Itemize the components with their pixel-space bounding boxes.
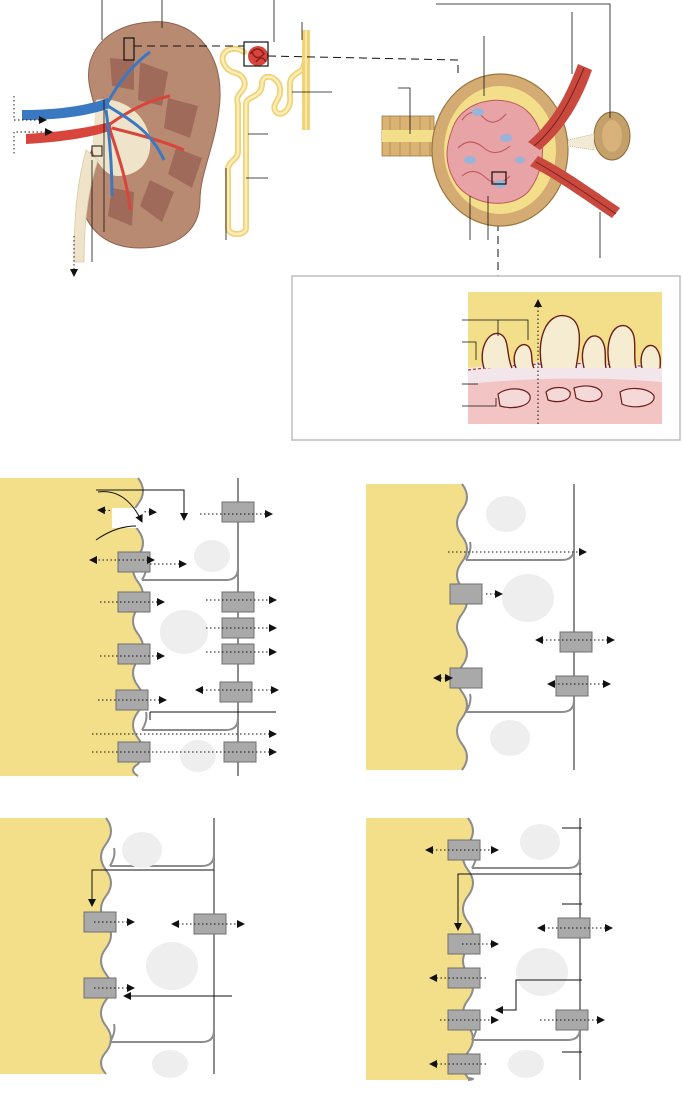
junction-curve xyxy=(465,541,472,561)
renal-vein-branch xyxy=(104,109,114,197)
nephron xyxy=(219,30,310,237)
tight-junction xyxy=(142,567,239,581)
transporter-box-icon xyxy=(447,933,481,955)
leader-line xyxy=(88,869,214,907)
transporter-box-icon xyxy=(559,631,593,653)
renal-corpuscle xyxy=(381,64,631,227)
tight-junction xyxy=(110,1029,215,1043)
tight-junction xyxy=(110,853,215,867)
nucleus-icon xyxy=(516,948,568,996)
transporter-box-icon xyxy=(219,681,253,703)
tubule-lumen xyxy=(382,130,434,142)
junction-curve xyxy=(109,847,116,867)
tubule-lumen xyxy=(366,818,473,1080)
transporter-box-icon xyxy=(117,741,151,763)
label-gap xyxy=(112,508,142,528)
renal-vein-branch xyxy=(107,104,166,161)
renal-artery-branch xyxy=(109,94,171,126)
filtration-barrier-inset xyxy=(291,275,681,441)
filtration-zoom-box xyxy=(491,171,507,185)
kidney-medulla-pyramid xyxy=(140,180,174,222)
transporter-box-icon xyxy=(221,501,255,523)
transporter-box-icon xyxy=(221,591,255,613)
nucleus-icon xyxy=(180,740,216,772)
cell-panel-proximal xyxy=(0,477,279,777)
transporter-box-icon xyxy=(449,667,483,689)
transporter-box-icon xyxy=(83,977,117,999)
cell-panel-loop xyxy=(366,483,615,771)
leader-line xyxy=(495,979,582,1014)
inset-leader-lines xyxy=(462,319,529,407)
junction-curve xyxy=(109,1023,116,1043)
kidney-medulla-pyramid xyxy=(110,58,134,90)
leader-line xyxy=(454,873,582,931)
tubule-lumen xyxy=(0,818,111,1074)
nucleus-icon xyxy=(194,540,230,572)
nucleus-icon xyxy=(508,1050,544,1078)
podocyte-nuclei xyxy=(464,108,525,188)
glomerular-capillaries xyxy=(446,99,543,204)
renal-flow-arrows xyxy=(13,96,78,277)
kidney-medulla-pyramid xyxy=(168,148,202,188)
corpuscle-leader-lines xyxy=(398,3,611,258)
juxtaglomerular-cells xyxy=(567,133,595,151)
tight-junction xyxy=(466,547,575,561)
transporter-box-icon xyxy=(555,675,589,697)
renal-artery-branch xyxy=(108,129,132,211)
apical-membrane xyxy=(456,483,468,771)
nucleus-icon xyxy=(160,610,208,654)
kidney xyxy=(22,21,221,263)
reabsorption-curve xyxy=(97,491,143,523)
nucleus-icon xyxy=(502,574,554,622)
macula-densa-lumen xyxy=(602,120,622,152)
junction-curve xyxy=(141,711,148,731)
renal-vein xyxy=(22,98,110,120)
nucleus-icon xyxy=(486,496,526,532)
transporter-box-icon xyxy=(449,583,483,605)
renal-artery xyxy=(26,122,112,144)
transporter-box-icon xyxy=(83,911,117,933)
kidney-leader-lines xyxy=(91,0,163,262)
renal-vein-branch xyxy=(106,50,151,103)
podocyte-foot-processes xyxy=(481,315,662,369)
glomerulus-zoom-box xyxy=(243,41,269,67)
tight-junction xyxy=(142,717,239,731)
tubule-lumen xyxy=(366,484,467,770)
transporter-box-icon xyxy=(447,1053,481,1075)
kidney-medulla-pyramid xyxy=(138,62,168,106)
nucleus-icon xyxy=(122,832,162,868)
kidney-medulla-pyramid xyxy=(164,98,198,138)
transporter-box-icon xyxy=(221,643,255,665)
nephron-tubule-inner xyxy=(221,47,306,236)
cell-panel-collecting xyxy=(366,817,613,1081)
tight-junction xyxy=(472,855,581,869)
nephron-leader-lines xyxy=(225,0,332,240)
kidney-zoom-box xyxy=(123,37,135,61)
nucleus-icon xyxy=(490,720,530,756)
pelvis-zoom-box xyxy=(91,145,103,157)
tubule-lumen xyxy=(0,478,143,776)
apical-membrane xyxy=(100,817,112,1075)
apical-membrane xyxy=(132,477,144,777)
transporter-box-icon xyxy=(117,551,151,573)
nucleus-icon xyxy=(520,824,560,860)
transporter-box-icon xyxy=(117,591,151,613)
leader-line xyxy=(96,489,188,521)
nucleus-icon xyxy=(146,942,198,990)
transporter-box-icon xyxy=(115,689,149,711)
capillary-fenestrations xyxy=(497,385,655,409)
nucleus-icon xyxy=(152,1050,188,1078)
secretion-curve xyxy=(95,525,137,541)
junction-curve xyxy=(465,693,472,713)
inset-frame xyxy=(291,275,681,441)
transporter-box-icon xyxy=(447,967,481,989)
arteriole-lining xyxy=(533,67,617,215)
glomerulus-vessels xyxy=(249,48,267,63)
cell-panel-distal xyxy=(0,817,245,1078)
tight-junction xyxy=(466,699,575,713)
transporter-box-icon xyxy=(117,643,151,665)
